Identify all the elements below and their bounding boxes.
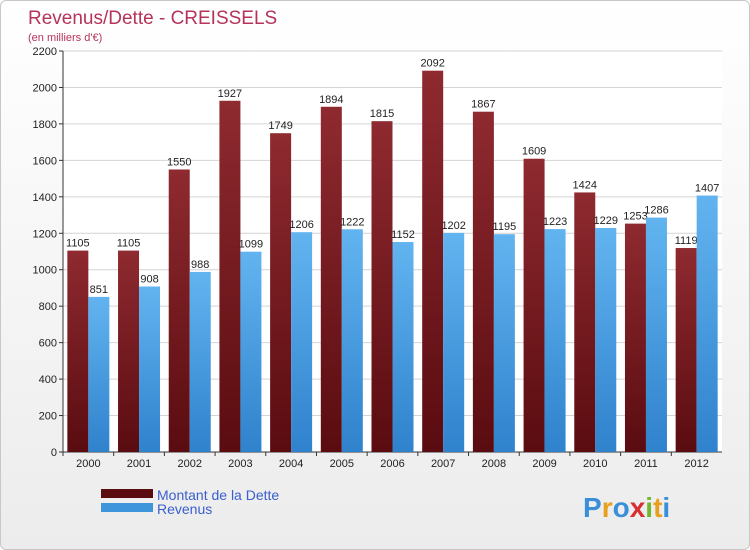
bar-revenus [595,227,617,452]
bar-dette [523,158,545,452]
bar-dette [270,133,292,452]
logo-letter: o [613,492,630,523]
bars: 1105 851 1105 908 1550 988 1927 1099 1749 1206 189… [66,58,719,453]
bar-dette [67,250,89,452]
value-label-revenus: 1099 [239,239,263,251]
value-label-dette: 1894 [319,94,343,106]
bar-revenus [645,217,667,452]
value-label-revenus: 1407 [695,183,719,195]
bar-dette [472,111,494,453]
x-tick-label: 2005 [330,458,354,470]
x-tick-label: 2008 [482,458,506,470]
legend-label-debt: Montant de la Dette [157,487,279,503]
value-label-dette: 1424 [573,179,597,191]
y-tick-label: 2200 [33,46,57,58]
y-tick-label: 1200 [33,228,57,240]
legend-label-revenus: Revenus [157,501,212,517]
x-tick-label: 2001 [127,458,151,470]
x-tick-label: 2006 [380,458,404,470]
bar-revenus [88,296,110,452]
y-tick-label: 400 [39,374,57,386]
legend-swatch-debt [101,489,153,498]
y-tick-label: 200 [39,411,57,423]
logo-letter: t [653,492,662,523]
value-label-dette: 1253 [623,211,647,223]
bar-revenus [291,232,313,452]
y-tick-label: 1800 [33,119,57,131]
proxiti-logo: Proxiti [583,492,670,523]
value-label-revenus: 988 [191,259,209,271]
bar-dette [574,192,596,452]
value-label-revenus: 1222 [340,216,364,228]
bar-dette [118,250,140,452]
chart-title: Revenus/Dette - CREISSELS [28,8,277,29]
legend: Montant de la Dette Revenus [101,487,279,517]
value-label-dette: 1105 [66,238,90,250]
bar-dette [371,121,393,453]
bar-revenus [493,234,515,452]
x-tick-label: 2010 [583,458,607,470]
value-label-dette: 1119 [675,235,698,247]
y-tick-label: 2000 [33,82,57,94]
x-tick-label: 2011 [634,458,658,470]
value-label-revenus: 1206 [289,219,313,231]
bar-dette [422,70,444,452]
y-tick-label: 0 [51,447,57,459]
y-tick-label: 1600 [33,155,57,167]
value-label-dette: 1815 [370,108,394,120]
y-axis-ticks: 0 200 400 600 800 1000 1200 1400 1600 1800 2000 220… [33,46,57,459]
x-tick-label: 2007 [431,458,455,470]
x-tick-label: 2000 [76,458,100,470]
logo-letter: i [645,492,653,523]
logo-letter: P [583,492,602,523]
x-axis-ticks: 2000 2001 2002 2003 2004 2005 2006 2007 2008 2009… [62,452,709,470]
value-label-dette: 1867 [471,99,495,111]
logo-letter: i [662,492,670,523]
bar-dette [168,169,190,452]
value-label-revenus: 1229 [594,215,618,227]
bar-revenus [443,232,465,452]
bar-revenus [696,195,718,452]
x-tick-label: 2009 [532,458,556,470]
logo-letter: r [602,492,613,523]
y-tick-label: 1000 [33,265,57,277]
value-label-revenus: 1223 [543,216,567,228]
value-label-revenus: 1286 [644,205,668,217]
y-tick-label: 600 [39,338,57,350]
legend-swatch-revenus [101,503,153,512]
x-tick-label: 2003 [228,458,252,470]
bar-dette [624,223,646,452]
value-label-dette: 1550 [167,156,191,168]
value-label-revenus: 1195 [493,221,517,233]
value-label-dette: 1105 [117,238,141,250]
x-tick-label: 2002 [177,458,201,470]
bar-dette [675,248,697,452]
value-label-revenus: 1152 [391,229,415,241]
bar-revenus [139,286,161,452]
bar-revenus [544,229,566,452]
logo-letter: x [630,492,646,523]
value-label-dette: 1749 [268,120,292,132]
x-tick-label: 2012 [684,458,708,470]
chart-subtitle: (en milliers d'€) [28,32,102,44]
y-tick-label: 1400 [33,192,57,204]
x-tick-label: 2004 [279,458,303,470]
value-label-revenus: 851 [90,284,108,296]
bar-revenus [189,271,211,452]
y-tick-label: 800 [39,301,57,313]
bar-dette [219,100,241,453]
value-label-dette: 1927 [218,88,242,100]
bar-revenus [341,229,363,452]
value-label-revenus: 1202 [441,220,465,232]
bar-revenus [240,251,262,452]
value-label-revenus: 908 [140,273,158,285]
bar-revenus [392,242,414,452]
bar-dette [320,106,342,452]
value-label-dette: 1609 [522,146,546,158]
value-label-dette: 2092 [420,58,444,70]
